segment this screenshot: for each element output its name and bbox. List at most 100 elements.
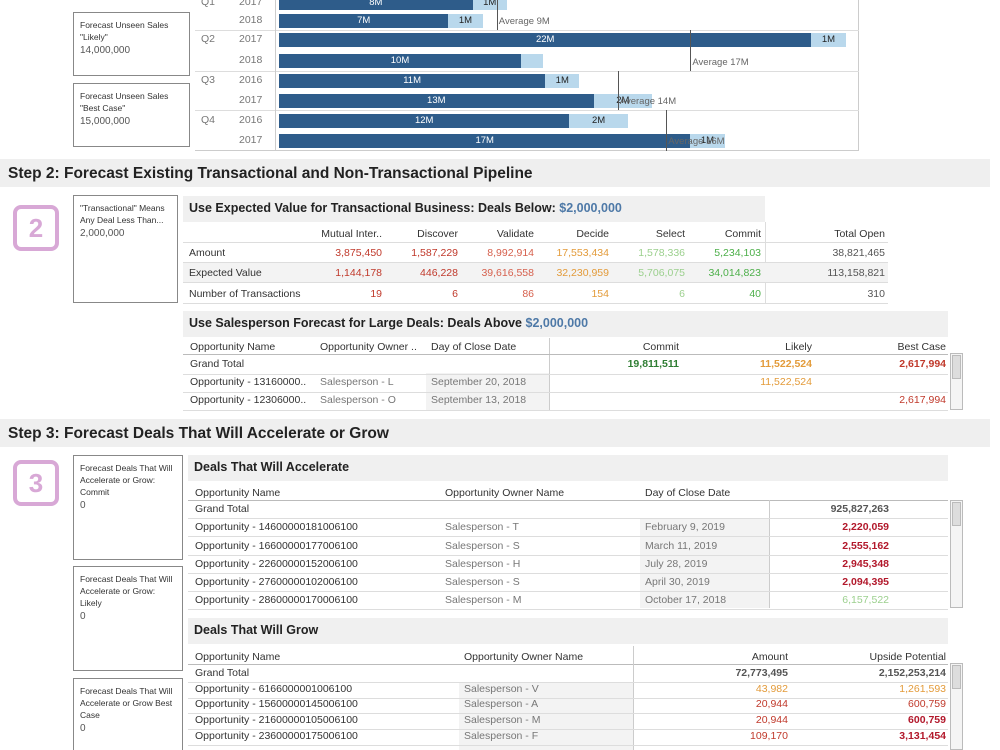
table-cell: 1,587,229: [411, 247, 458, 259]
large-deals-scrollbar[interactable]: [950, 353, 963, 410]
column-header: Opportunity Owner ..: [320, 341, 417, 353]
column-header: Amount: [751, 651, 788, 663]
opportunity-owner: Salesperson - M: [445, 594, 522, 606]
upside-value: 600,759: [908, 714, 946, 726]
table-cell: 154: [591, 288, 609, 300]
param-accelerate-likely[interactable]: Forecast Deals That Will Accelerate or G…: [73, 566, 183, 671]
row-label: Expected Value: [189, 267, 262, 279]
opportunity-owner: Salesperson - M: [464, 714, 541, 726]
param-forecast-unseen-likely[interactable]: Forecast Unseen Sales "Likely" 14,000,00…: [73, 12, 190, 76]
row-divider: [183, 242, 888, 243]
opportunity-name: Opportunity - 22600000152006100: [195, 558, 358, 570]
bar-open: 1M: [811, 33, 846, 47]
param-value: 2,000,000: [80, 228, 125, 239]
row-divider: [188, 698, 948, 699]
opportunity-name: Opportunity - 13160000..: [190, 376, 307, 388]
quarter-label: Q4: [201, 114, 216, 126]
close-date: July 28, 2019: [645, 558, 708, 570]
row-divider: [183, 303, 888, 304]
table-cell: 86: [522, 288, 534, 300]
year-label: 2017: [239, 0, 263, 8]
year-label: 2017: [239, 134, 263, 146]
average-label: Average 17M: [692, 57, 749, 68]
param-value: 0: [80, 723, 86, 734]
column-header: Opportunity Owner Name: [464, 651, 584, 663]
header-text: Use Expected Value for Transactional Bus…: [189, 201, 556, 215]
bar-open: 1M: [545, 74, 580, 88]
threshold-value: $2,000,000: [559, 201, 622, 215]
likely-value: 11,522,524: [760, 376, 812, 388]
row-divider: [188, 609, 948, 610]
opportunity-owner: Salesperson - H: [445, 558, 521, 570]
large-deals-section-header: Use Salesperson Forecast for Large Deals…: [183, 311, 948, 337]
opportunity-name: Grand Total: [190, 358, 245, 370]
column-header: Commit: [642, 341, 679, 353]
close-date: April 30, 2019: [645, 576, 710, 588]
average-line: [666, 110, 668, 151]
grow-scrollbar[interactable]: [950, 663, 963, 750]
column-header: Select: [655, 228, 685, 240]
bar-closed: 8M: [279, 0, 473, 10]
table-cell: 5,706,075: [638, 267, 685, 279]
param-accelerate-commit[interactable]: Forecast Deals That Will Accelerate or G…: [73, 455, 183, 560]
upside-value: 1,261,593: [899, 683, 946, 695]
table-cell: 113,158,821: [827, 267, 885, 279]
param-forecast-unseen-best[interactable]: Forecast Unseen Sales "Best Case" 15,000…: [73, 83, 190, 147]
row-divider: [188, 555, 948, 556]
accelerate-scrollbar[interactable]: [950, 500, 963, 608]
year-label: 2016: [239, 74, 263, 86]
table-cell: 1,578,336: [638, 247, 685, 259]
quarter-label: Q1: [201, 0, 216, 8]
column-header: Upside Potential: [869, 651, 946, 663]
accelerate-value: 2,945,348: [842, 558, 889, 570]
bar-open: 1M: [690, 134, 725, 148]
row-divider: [188, 536, 948, 537]
bar-open: 2M: [593, 94, 652, 108]
param-accelerate-best[interactable]: Forecast Deals That Will Accelerate or G…: [73, 678, 183, 750]
row-divider: [188, 591, 948, 592]
column-header: Total Open: [834, 228, 885, 240]
opportunity-owner: Salesperson - L: [320, 376, 394, 388]
year-label: 2018: [239, 54, 263, 66]
param-transactional-threshold[interactable]: "Transactional" Means Any Deal Less Than…: [73, 195, 178, 303]
scroll-thumb[interactable]: [952, 355, 961, 379]
column-header: Opportunity Name: [195, 651, 281, 663]
opportunity-name: Opportunity - 28600000170006100: [195, 594, 358, 606]
opportunity-name: Opportunity - 14600000181006100: [195, 521, 358, 533]
param-value: 15,000,000: [80, 116, 131, 127]
row-divider: [188, 713, 948, 714]
year-label: 2017: [239, 94, 263, 106]
table-cell: 32,230,959: [556, 267, 609, 279]
column-header: Day of Close Date: [645, 487, 731, 499]
bar-open: 2M: [569, 114, 628, 128]
bar-open: 1M: [448, 14, 483, 28]
table-cell: 39,616,558: [481, 267, 534, 279]
column-header: Opportunity Name: [195, 487, 281, 499]
opportunity-owner: Salesperson - S: [445, 540, 520, 552]
step2-badge: 2: [13, 205, 59, 251]
row-divider: [188, 573, 948, 574]
table-cell: 5,234,103: [714, 247, 761, 259]
header-text: Use Salesperson Forecast for Large Deals…: [189, 316, 523, 330]
column-header: Decide: [576, 228, 609, 240]
year-label: 2017: [239, 33, 263, 45]
average-line: [617, 71, 619, 110]
commit-value: 19,811,511: [627, 358, 679, 370]
scroll-thumb[interactable]: [952, 502, 961, 526]
year-label: 2018: [239, 14, 263, 26]
bar-closed: 10M: [279, 54, 521, 68]
scroll-thumb[interactable]: [952, 665, 961, 689]
param-value: 0: [80, 500, 86, 511]
close-date: February 9, 2019: [645, 521, 725, 533]
row-divider: [188, 729, 948, 730]
opportunity-owner: Salesperson - F: [464, 730, 539, 742]
row-label: Amount: [189, 247, 226, 259]
amount-value: 43,982: [755, 683, 788, 695]
row-label: Number of Transactions: [189, 288, 301, 300]
accelerate-value: 2,555,162: [842, 540, 889, 552]
close-date: October 17, 2018: [645, 594, 727, 606]
row-divider: [183, 392, 948, 393]
opportunity-name: Opportunity - 16600000177006100: [195, 540, 358, 552]
likely-value: 11,522,524: [760, 358, 812, 370]
close-date: March 11, 2019: [645, 540, 718, 552]
